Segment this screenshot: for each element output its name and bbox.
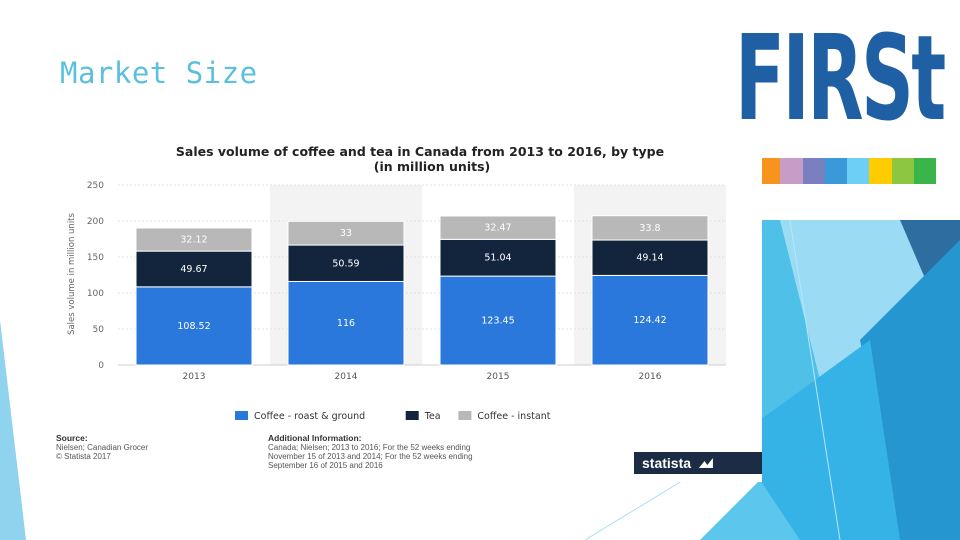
x-tick-label: 2014 (335, 372, 358, 382)
bar-segment (287, 220, 405, 246)
info-line: Canada; Nielsen; 2013 to 2016; For the 5… (268, 443, 471, 452)
data-label: 33 (340, 228, 352, 239)
legend-label: Coffee - instant (477, 411, 550, 422)
right-facet-5 (760, 340, 900, 540)
data-label: 49.14 (636, 253, 663, 264)
info-line: September 16 of 2015 and 2016 (268, 461, 383, 470)
statista-brand[interactable]: statista (634, 452, 762, 474)
data-label: 124.42 (633, 315, 666, 326)
chart-subtitle: (in million units) (374, 159, 490, 174)
info-header: Additional Information: (268, 433, 362, 443)
logo-wordmark: FIRSt (735, 9, 946, 147)
logo-color-stripe (736, 158, 936, 184)
data-label: 33.8 (639, 223, 660, 234)
data-label: 51.04 (484, 253, 511, 264)
statista-wave-icon (698, 458, 713, 468)
bar-segment (439, 275, 557, 366)
statista-logo-text: statista (642, 455, 692, 471)
y-tick-label: 150 (87, 253, 104, 263)
legend-label: Tea (424, 411, 441, 422)
x-tick-labels: 2013 2014 2015 2016 (183, 372, 662, 382)
left-accent-shape (0, 320, 26, 540)
logo-stripe-segment (869, 158, 892, 184)
y-tick-label: 0 (98, 361, 104, 371)
data-label: 32.12 (180, 235, 207, 246)
legend-swatch (458, 411, 472, 420)
y-tick-label: 250 (87, 181, 104, 191)
bar-segment (439, 238, 557, 277)
data-label: 50.59 (332, 258, 359, 269)
y-tick-labels: 0 50 100 150 200 250 (87, 181, 104, 371)
source-note: Source: Nielsen; Canadian Grocer © Stati… (56, 433, 149, 462)
data-label: 49.67 (180, 264, 207, 275)
slide-title: Market Size (60, 56, 258, 90)
bar-segment (135, 250, 253, 288)
bar-segment (591, 274, 709, 366)
y-tick-label: 100 (87, 289, 104, 299)
x-tick-label: 2016 (639, 372, 662, 382)
stacked-bar-chart: Sales volume of coffee and tea in Canada… (67, 144, 726, 422)
logo-stripe-segment (913, 158, 936, 184)
x-tick-label: 2015 (487, 372, 510, 382)
y-tick-label: 200 (87, 217, 104, 227)
first-logo: FIRSt (735, 9, 946, 184)
logo-stripe-segment (758, 158, 781, 184)
bar-segment (287, 280, 405, 366)
chart-title: Sales volume of coffee and tea in Canada… (176, 144, 664, 159)
logo-stripe-segment (802, 158, 825, 184)
bar-segment (439, 215, 557, 240)
right-facet-6 (700, 480, 800, 540)
bar-segment (135, 227, 253, 252)
info-line: November 15 of 2013 and 2014; For the 52… (268, 452, 473, 461)
y-tick-label: 50 (93, 325, 105, 335)
bar-segment (591, 239, 709, 276)
source-line: Nielsen; Canadian Grocer (56, 443, 149, 452)
y-axis-title: Sales volume in million units (67, 212, 77, 334)
chart-panel: Sales volume of coffee and tea in Canada… (38, 132, 762, 482)
bar-segment (135, 286, 253, 366)
data-label: 123.45 (481, 316, 514, 327)
data-label: 108.52 (177, 321, 210, 332)
legend-label: Coffee - roast & ground (254, 411, 365, 422)
x-tick-label: 2013 (183, 372, 206, 382)
logo-stripe-segment (891, 158, 914, 184)
data-label: 116 (337, 318, 355, 329)
source-line: © Statista 2017 (56, 452, 111, 461)
legend-swatch (405, 411, 419, 420)
legend: Coffee - roast & ground Tea Coffee - insta… (235, 411, 551, 422)
legend-swatch (235, 411, 248, 420)
bars: 108.52 49.67 32.12 116 50.59 33 123.45 51.04 32.… (135, 215, 709, 366)
logo-stripe-segment (824, 158, 848, 184)
bar-segment (591, 215, 709, 241)
logo-stripe-segment (780, 158, 803, 184)
data-label: 32.47 (484, 223, 511, 234)
logo-stripe-segment (847, 158, 870, 184)
source-header: Source: (56, 433, 88, 443)
additional-information: Additional Information: Canada; Nielsen;… (268, 433, 473, 471)
bar-segment (287, 244, 405, 282)
